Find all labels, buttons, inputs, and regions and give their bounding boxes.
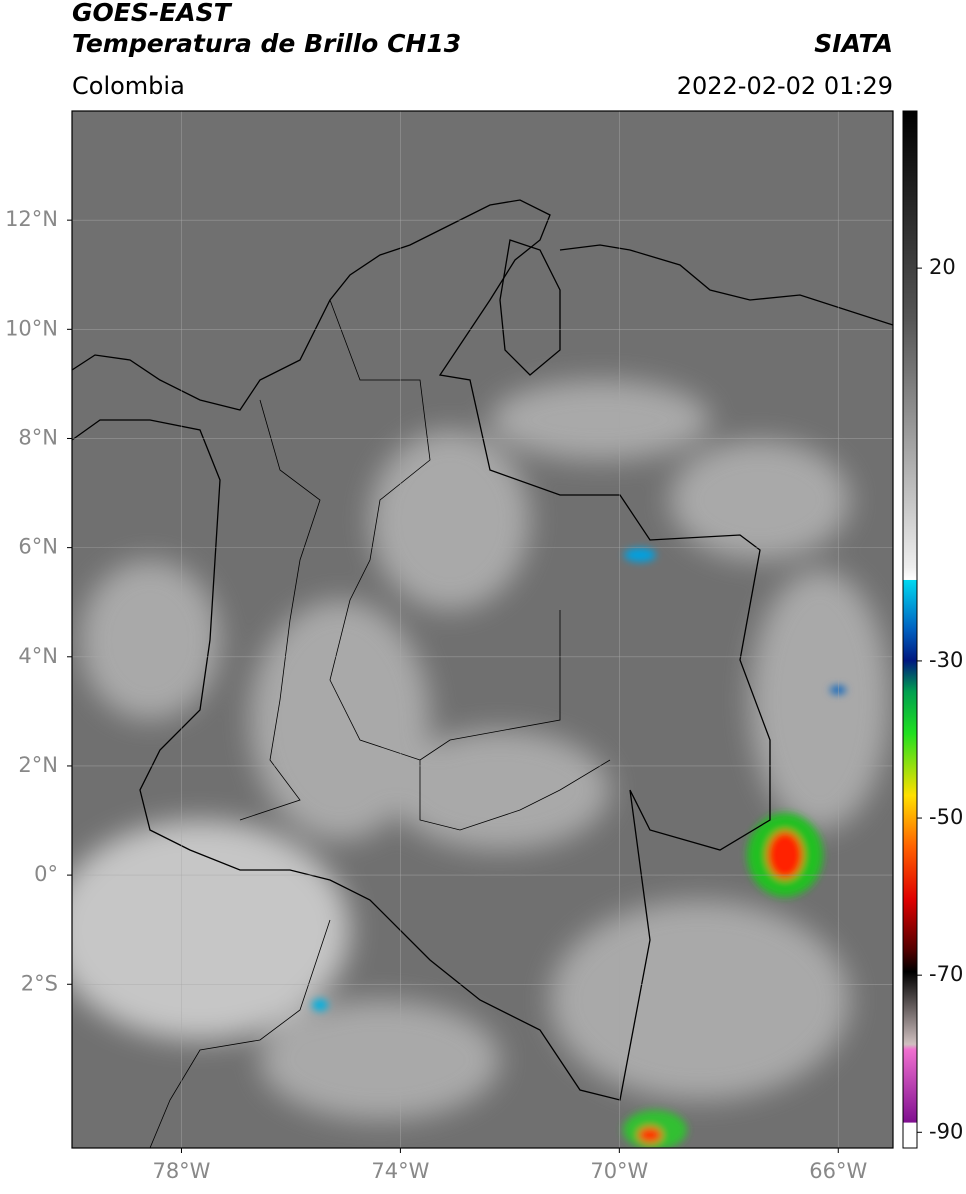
colorbar-tick-label: -50 bbox=[929, 805, 963, 829]
y-tick-label: 10°N bbox=[5, 316, 58, 340]
y-tick-label: 2°N bbox=[18, 753, 58, 777]
x-tick-label: 70°W bbox=[590, 1159, 648, 1183]
x-tick-label: 74°W bbox=[371, 1159, 429, 1183]
y-tick-label: 0° bbox=[34, 862, 58, 886]
map-frame bbox=[71, 110, 894, 1149]
title: GOES-EAST bbox=[72, 0, 233, 27]
colorbar-tick-label: -90 bbox=[929, 1119, 963, 1143]
y-tick-label: 6°N bbox=[18, 535, 58, 559]
source: SIATA bbox=[814, 29, 893, 58]
timestamp: 2022-02-02 01:29 bbox=[677, 72, 893, 100]
grid bbox=[72, 111, 893, 1148]
colorbar-tick-label: 20 bbox=[929, 255, 956, 279]
satellite-image bbox=[72, 111, 893, 1148]
y-tick-label: 12°N bbox=[5, 207, 58, 231]
x-tick-label: 66°W bbox=[809, 1159, 867, 1183]
colorbar bbox=[902, 110, 918, 1149]
y-tick-label: 4°N bbox=[18, 644, 58, 668]
y-tick-label: 2°S bbox=[21, 971, 58, 995]
colorbar-tick-label: -70 bbox=[929, 962, 963, 986]
y-tick-label: 8°N bbox=[18, 425, 58, 449]
subtitle: Temperatura de Brillo CH13 bbox=[72, 29, 461, 58]
region: Colombia bbox=[72, 72, 185, 100]
x-tick-label: 78°W bbox=[152, 1159, 210, 1183]
colorbar-tick-label: -30 bbox=[929, 648, 963, 672]
